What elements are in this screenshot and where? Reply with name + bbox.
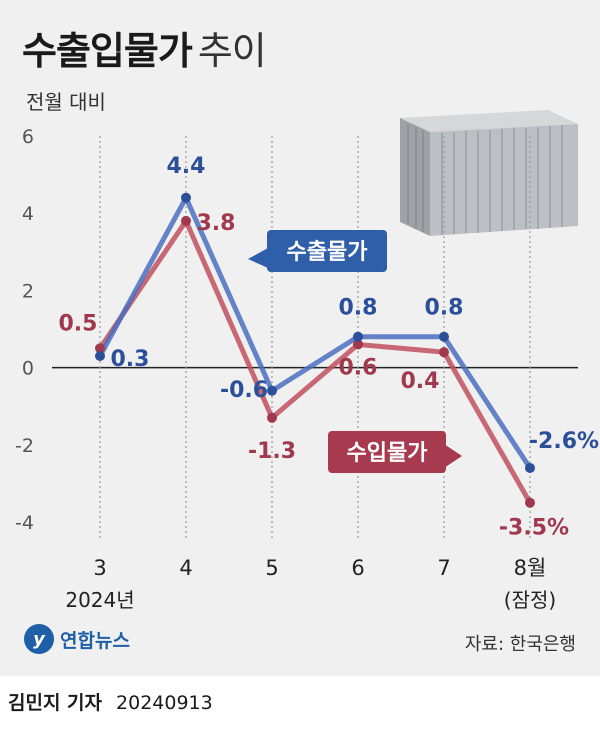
- chart-subtitle: 전월 대비: [26, 90, 106, 114]
- data-labels: 0.3 4.4 -0.6 0.8 0.8 -2.6% 0.5 3.8 -1.3 0.6 0.4 -3.…: [59, 154, 600, 541]
- data-label-export: -0.6: [220, 378, 268, 403]
- legend-import: 수입물가: [328, 431, 462, 473]
- chart-series: [95, 192, 535, 508]
- y-tick-label: -4: [15, 512, 34, 534]
- data-point-import: [353, 339, 363, 350]
- data-point-export: [439, 331, 449, 342]
- data-label-export: -2.6%: [529, 429, 599, 454]
- x-tick-label: 7: [437, 556, 450, 580]
- series-line-import: [97, 218, 533, 504]
- yonhap-logo: y 연합뉴스: [24, 624, 130, 654]
- legend-export-box: [267, 230, 387, 272]
- legend-export-label: 수출물가: [287, 240, 368, 265]
- series-line-export: [97, 195, 533, 470]
- source-note: 자료: 한국은행: [464, 634, 576, 655]
- data-label-import: 3.8: [197, 211, 236, 236]
- data-label-import: 0.5: [59, 311, 98, 336]
- x-tick-sublabel: (잠정): [504, 588, 556, 612]
- data-point-import: [95, 343, 105, 354]
- data-point-import: [439, 347, 449, 358]
- x-tick-sublabel: 2024년: [65, 588, 134, 612]
- data-point-import: [181, 215, 191, 226]
- x-tick-label: 3: [93, 556, 106, 580]
- data-label-import: -3.5%: [499, 516, 569, 541]
- legend-import-label: 수입물가: [347, 441, 428, 466]
- data-point-export: [353, 331, 363, 342]
- data-label-import: 0.4: [401, 369, 440, 394]
- reporter-name: 김민지 기자: [8, 692, 103, 714]
- container-icon: [400, 110, 578, 236]
- y-tick-label: 4: [22, 203, 34, 225]
- legend-import-box: [328, 431, 446, 473]
- legend-import-pointer: [444, 444, 462, 468]
- data-label-export: 0.8: [425, 296, 464, 321]
- x-tick-label: 4: [179, 556, 192, 580]
- x-tick-label: 5: [265, 556, 278, 580]
- yonhap-logo-icon: y: [24, 624, 54, 654]
- data-point-import: [267, 412, 277, 423]
- y-tick-label: 0: [22, 358, 34, 380]
- data-point-import: [525, 497, 535, 508]
- credit-date: 20240913: [116, 692, 213, 714]
- data-point-export: [95, 351, 105, 362]
- legend-export: 수출물가: [248, 230, 387, 272]
- data-point-export: [525, 462, 535, 473]
- data-label-export: 0.3: [111, 347, 150, 372]
- y-tick-label: 2: [22, 280, 34, 302]
- y-tick-label: -2: [15, 435, 34, 457]
- chart-axes: -4 -2 0 2 4 6 3 2024년 4 5 6 7 8월 (잠정): [15, 126, 578, 612]
- yonhap-logo-text: 연합뉴스: [60, 629, 130, 652]
- data-point-export: [181, 192, 191, 203]
- x-tick-label: 6: [351, 556, 364, 580]
- data-label-import: -1.3: [248, 439, 296, 464]
- data-label-export: 0.8: [339, 296, 378, 321]
- x-tick-label: 8월: [514, 556, 547, 580]
- data-label-export: 4.4: [167, 154, 206, 179]
- y-tick-label: 6: [22, 126, 34, 148]
- credit-line: 김민지 기자 20240913: [8, 688, 213, 715]
- data-label-import: 0.6: [339, 355, 378, 380]
- title-bold: 수출입물가: [22, 29, 193, 73]
- legend-export-pointer: [248, 248, 268, 268]
- chart-title: 수출입물가 추이: [22, 20, 267, 75]
- data-point-export: [267, 385, 277, 396]
- title-light: 추이: [197, 29, 267, 73]
